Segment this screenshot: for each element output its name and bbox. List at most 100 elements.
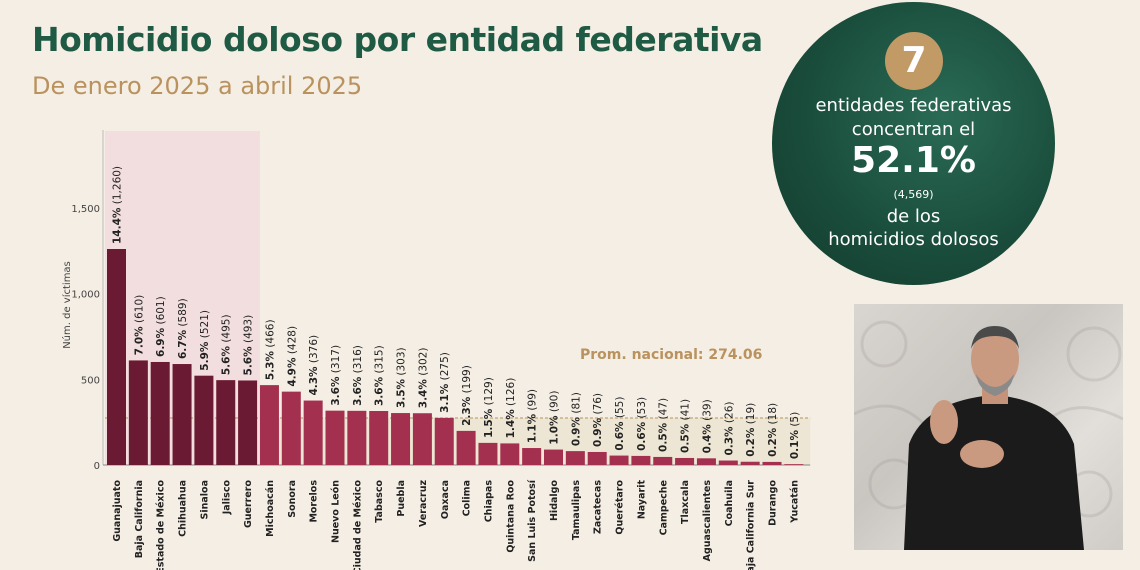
data-label-percent: 1.0% bbox=[549, 415, 561, 445]
bar bbox=[128, 360, 148, 465]
data-label: 5.6% (493) bbox=[243, 315, 255, 376]
data-label-count: (53) bbox=[636, 397, 648, 422]
x-tick-label: Coahuila bbox=[724, 480, 735, 526]
x-tick-label: Ciudad de México bbox=[352, 480, 363, 570]
x-tick-label: Morelos bbox=[309, 480, 320, 523]
bar bbox=[456, 430, 476, 465]
data-label-count: (495) bbox=[221, 314, 233, 346]
data-label-percent: 5.9% bbox=[199, 341, 211, 371]
data-label-percent: 0.2% bbox=[767, 427, 779, 457]
data-label-percent: 0.9% bbox=[570, 417, 582, 447]
y-tick-label: 500 bbox=[81, 375, 100, 386]
x-tick-label: Veracruz bbox=[418, 480, 429, 527]
x-tick-label: Quintana Roo bbox=[505, 480, 516, 553]
bar bbox=[740, 461, 760, 465]
bar bbox=[347, 410, 367, 465]
x-tick-label: Puebla bbox=[396, 480, 407, 517]
data-label: 1.1% (99) bbox=[527, 389, 539, 443]
data-label-count: (601) bbox=[155, 296, 167, 328]
data-label-count: (199) bbox=[461, 365, 473, 397]
data-label-count: (19) bbox=[745, 403, 757, 428]
badge-percent: 52.1% bbox=[851, 140, 976, 181]
y-tick-label: 0 bbox=[94, 461, 100, 472]
bar bbox=[631, 455, 651, 465]
data-label-percent: 3.5% bbox=[396, 378, 408, 408]
data-label-percent: 0.1% bbox=[789, 430, 801, 460]
bar bbox=[194, 375, 214, 465]
average-label: Prom. nacional: 274.06 bbox=[580, 347, 762, 363]
bar bbox=[653, 456, 673, 465]
sign-language-interpreter-video bbox=[854, 304, 1123, 550]
summary-badge: 7 entidades federativas concentran el 52… bbox=[772, 2, 1055, 285]
data-label: 6.9% (601) bbox=[155, 296, 167, 357]
data-label-count: (129) bbox=[483, 377, 495, 409]
bar bbox=[412, 413, 432, 465]
x-tick-label: Colima bbox=[462, 480, 473, 516]
data-label-count: (81) bbox=[570, 392, 582, 417]
data-label: 5.6% (495) bbox=[221, 314, 233, 375]
x-tick-label: Chihuahua bbox=[178, 480, 189, 537]
data-label-count: (39) bbox=[701, 399, 713, 424]
data-label-count: (126) bbox=[505, 378, 517, 410]
badge-number-circle: 7 bbox=[885, 32, 943, 90]
chart-subtitle: De enero 2025 a abril 2025 bbox=[32, 72, 363, 100]
bar bbox=[434, 417, 454, 465]
data-label-percent: 5.6% bbox=[221, 346, 233, 376]
data-label-count: (5) bbox=[789, 412, 801, 430]
x-tick-label: San Luis Potosí bbox=[527, 479, 538, 562]
bar bbox=[325, 410, 345, 465]
data-label: 3.6% (317) bbox=[330, 345, 342, 406]
data-label: 3.1% (275) bbox=[439, 352, 451, 413]
data-label-percent: 3.6% bbox=[330, 376, 342, 406]
data-label: 7.0% (610) bbox=[133, 295, 145, 356]
x-tick-label: Baja California bbox=[134, 480, 145, 558]
x-tick-label: Jalisco bbox=[221, 480, 232, 516]
data-label-count: (376) bbox=[308, 335, 320, 367]
data-label: 0.6% (53) bbox=[636, 397, 648, 451]
badge-text-line: concentran el bbox=[851, 119, 976, 140]
x-tick-label: Nuevo León bbox=[331, 480, 342, 543]
x-tick-label: Sonora bbox=[287, 480, 298, 518]
data-label-count: (18) bbox=[767, 403, 779, 428]
data-label: 14.4% (1,260) bbox=[112, 166, 124, 244]
data-label: 0.4% (39) bbox=[701, 399, 713, 453]
bar bbox=[150, 361, 170, 465]
data-label-count: (589) bbox=[177, 298, 189, 330]
x-tick-label: Campeche bbox=[658, 480, 669, 535]
bar bbox=[216, 380, 236, 465]
x-tick-label: Guanajuato bbox=[112, 480, 123, 542]
bar bbox=[281, 391, 301, 465]
data-label-percent: 4.3% bbox=[308, 366, 320, 396]
data-label-percent: 6.9% bbox=[155, 327, 167, 357]
data-label-percent: 0.3% bbox=[723, 426, 735, 456]
data-label: 0.9% (76) bbox=[592, 393, 604, 447]
x-tick-label: Tabasco bbox=[374, 480, 385, 523]
data-label-count: (47) bbox=[658, 398, 670, 423]
bar-chart: Prom. nacional: 274.06 0 500 1,000 1,500 Núm.… bbox=[61, 130, 811, 570]
data-label-percent: 0.6% bbox=[636, 421, 648, 451]
data-label-count: (466) bbox=[264, 319, 276, 351]
data-label-count: (610) bbox=[133, 295, 145, 327]
bar bbox=[391, 413, 411, 465]
data-label-percent: 2.3% bbox=[461, 396, 473, 426]
data-label: 0.5% (41) bbox=[680, 399, 692, 453]
bar bbox=[718, 460, 738, 465]
data-label-count: (90) bbox=[549, 391, 561, 416]
data-label-count: (302) bbox=[417, 348, 429, 380]
data-label-count: (521) bbox=[199, 310, 211, 342]
bar bbox=[784, 464, 804, 465]
chart-title: Homicidio doloso por entidad federativa bbox=[32, 20, 763, 59]
x-tick-label: Tamaulipas bbox=[571, 480, 582, 540]
data-label-count: (76) bbox=[592, 393, 604, 418]
y-tick-label: 1,000 bbox=[71, 290, 100, 301]
data-label-percent: 6.7% bbox=[177, 329, 189, 359]
data-label: 0.3% (26) bbox=[723, 402, 735, 456]
data-label: 1.0% (90) bbox=[549, 391, 561, 445]
data-label-percent: 0.4% bbox=[701, 424, 713, 454]
data-label: 0.9% (81) bbox=[570, 392, 582, 446]
data-label: 4.9% (428) bbox=[286, 326, 298, 387]
data-label-count: (275) bbox=[439, 352, 451, 384]
interpreter-figure bbox=[854, 320, 1123, 550]
data-label: 0.6% (55) bbox=[614, 397, 626, 451]
x-tick-label: Hidalgo bbox=[549, 480, 560, 521]
